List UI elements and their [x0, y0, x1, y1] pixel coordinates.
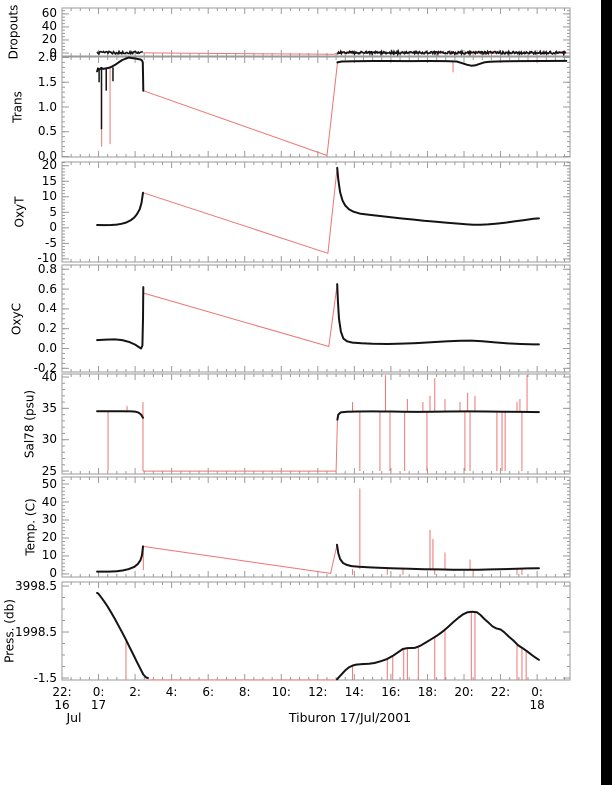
y-tick-label: 15 [41, 173, 57, 188]
x-tick-label: 6: [202, 685, 215, 699]
sal78-red-trace [142, 420, 338, 472]
oxyt-black-trace [336, 166, 540, 226]
y-axis-title-sal78: Sal78 (psu) [22, 389, 37, 459]
x-tick-label: 4: [165, 685, 178, 699]
panel-trans [61, 56, 571, 158]
x-tick-label: 18: [417, 685, 438, 699]
y-tick-label: 30 [41, 512, 57, 527]
x-tick-label: 0: [531, 685, 543, 699]
y-tick-label: -10 [37, 251, 57, 266]
oxyt-black-trace [96, 191, 144, 227]
oxyt-red-trace [142, 166, 338, 254]
y-axis-title-press: Press. (db) [2, 599, 17, 663]
y-tick-label: 30 [41, 432, 57, 447]
y-tick-label: 0.4 [37, 301, 57, 316]
y-tick-label: 2.0 [37, 49, 57, 64]
x-tick-label: 16: [381, 685, 401, 699]
y-tick-label: 0.6 [37, 281, 57, 296]
temp-black-trace [96, 545, 144, 573]
month-label: Jul [66, 710, 82, 725]
y-tick-label: 10 [41, 548, 57, 563]
y-tick-label: -5 [45, 235, 57, 250]
y-tick-label: 20 [41, 32, 57, 47]
y-tick-label: 0.0 [37, 149, 57, 163]
y-tick-label: 0 [49, 220, 57, 235]
oxyc-black-trace [96, 286, 145, 350]
y-tick-label: 10 [41, 189, 57, 204]
y-tick-label: 1.0 [37, 99, 57, 114]
figure-caption: Tiburon 17/Jul/2001 [288, 710, 412, 725]
y-tick-label: 35 [41, 400, 57, 415]
x-tick-label: 22: [490, 685, 511, 699]
right-black-bar [601, 0, 612, 785]
trans-black-trace [96, 56, 145, 92]
panel-sal78 [61, 373, 571, 475]
y-axis-title-oxyt: OxyT [12, 196, 27, 228]
sal78-black-trace [96, 410, 144, 419]
x-tick-day-label: 17 [90, 698, 107, 712]
y-tick-label: 1998.5 [15, 624, 57, 639]
y-tick-label: 25 [41, 463, 57, 478]
x-tick-label: 0: [92, 685, 105, 699]
dropouts-scatter-trace [336, 48, 567, 57]
y-tick-label: 0.5 [37, 124, 57, 139]
x-tick-label: 22: [52, 685, 72, 699]
x-tick-label: 14: [344, 685, 365, 699]
y-tick-label: 3998.5 [15, 578, 57, 593]
y-tick-label: 40 [41, 19, 57, 34]
x-tick-label: 10: [271, 685, 291, 699]
oxyc-black-trace [336, 283, 540, 346]
y-tick-label: 60 [41, 6, 57, 21]
y-tick-label: -0.2 [33, 360, 57, 375]
x-tick-label: 8: [238, 685, 251, 699]
x-tick-label: 12: [308, 685, 328, 699]
y-tick-label: 20 [41, 158, 57, 173]
y-tick-label: 40 [41, 494, 57, 509]
panel-oxyt [61, 161, 571, 263]
panel-press [61, 581, 571, 681]
y-tick-label: 0.2 [37, 321, 57, 336]
y-tick-label: 40 [41, 369, 57, 384]
y-tick-label: 20 [41, 530, 57, 545]
x-tick-label: 2: [129, 685, 141, 699]
x-tick-day-label: 16 [54, 698, 70, 712]
temp-red-trace [142, 544, 338, 574]
trans-red-trace [142, 62, 338, 156]
y-tick-label: 0.8 [37, 261, 57, 276]
temp-black-trace [336, 543, 540, 571]
panel-dropouts [61, 7, 571, 57]
panel-oxyc [61, 264, 571, 373]
trans-black-trace [336, 59, 568, 67]
press-black-trace [96, 591, 149, 679]
y-tick-label: 0 [49, 45, 57, 60]
panel-temp [61, 476, 571, 578]
y-tick-label: 0.0 [37, 341, 57, 356]
press-black-trace [336, 610, 540, 681]
y-tick-label: 0 [49, 566, 57, 581]
y-axis-title-temp: Temp. (C) [23, 498, 38, 556]
sal78-black-trace [336, 410, 540, 421]
y-axis-title-oxyc: OxyC [9, 302, 24, 335]
y-tick-label: 5 [49, 204, 57, 219]
y-tick-label: -1.5 [33, 670, 57, 685]
y-tick-label: 1.5 [37, 74, 57, 89]
x-tick-label: 20: [454, 685, 474, 699]
oxyc-red-trace [142, 283, 338, 347]
x-tick-day-label: 18 [529, 698, 545, 712]
y-axis-title-trans: Trans [10, 91, 25, 123]
y-tick-label: 50 [41, 476, 57, 491]
dropouts-scatter-trace [96, 49, 144, 56]
